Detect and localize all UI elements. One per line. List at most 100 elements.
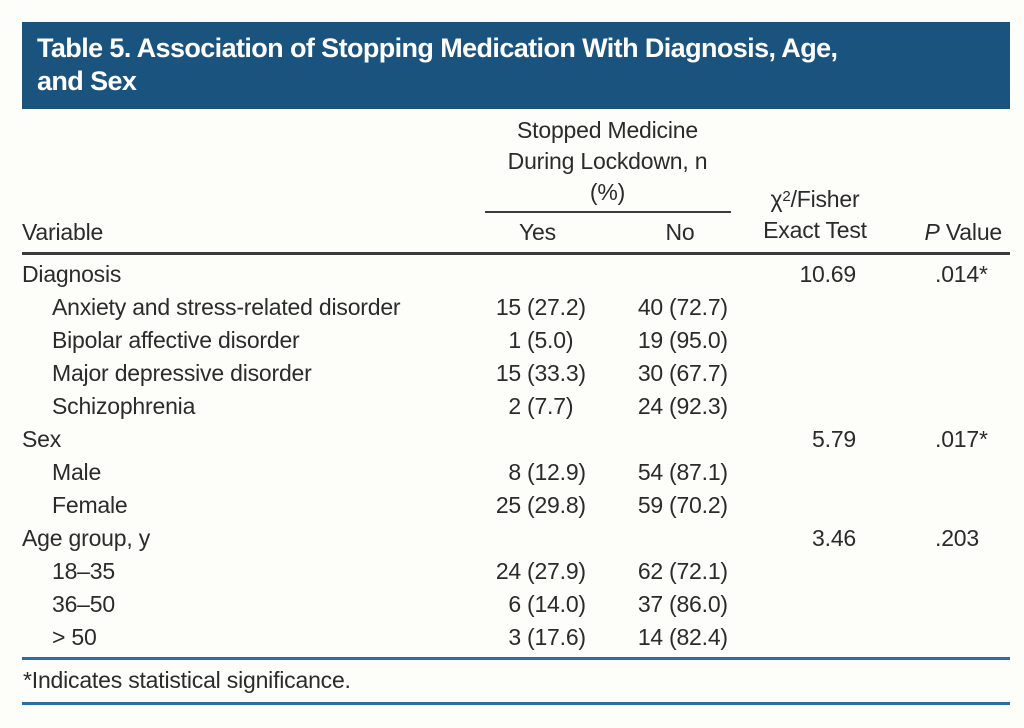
no-count xyxy=(610,522,663,555)
no-count: 62 xyxy=(637,558,663,584)
chi-symbol: χ xyxy=(770,186,783,212)
footnote: *Indicates statistical significance. xyxy=(22,657,1010,705)
cell-yes: 15 (27.2) xyxy=(465,291,610,324)
cell-variable: Schizophrenia xyxy=(52,393,196,419)
no-percent: (92.3) xyxy=(669,393,728,419)
no-percent: (67.7) xyxy=(669,360,728,386)
cell-variable: Bipolar affective disorder xyxy=(52,327,300,353)
cell-variable: Anxiety and stress-related disorder xyxy=(52,294,401,320)
cell-no: 14 (82.4) xyxy=(610,621,750,654)
table-row: Sex 5.79 .017* xyxy=(22,423,1010,456)
table-row: Diagnosis 10.69 .014* xyxy=(22,258,1010,291)
table-row: Major depressive disorder 15 (33.3) 30 (67.7… xyxy=(22,357,1010,390)
cell-chi-fisher-stat: 10.69 xyxy=(799,261,856,287)
table-row: Schizophrenia 2 (7.7) 24 (92.3) xyxy=(22,390,1010,423)
cell-yes: 25 (29.8) xyxy=(465,489,610,522)
yes-percent: (17.6) xyxy=(527,624,586,650)
chi-superscript: 2 xyxy=(782,188,791,205)
no-percent: (86.0) xyxy=(669,591,728,617)
no-count: 37 xyxy=(637,591,663,617)
table-title-line1: Table 5. Association of Stopping Medicat… xyxy=(37,33,838,63)
cell-no xyxy=(610,258,750,291)
cell-variable: Sex xyxy=(22,426,62,452)
cell-no: 40 (72.7) xyxy=(610,291,750,324)
cell-no: 24 (92.3) xyxy=(610,390,750,423)
header-no: No xyxy=(665,219,695,245)
header-chi-fisher-line1: χ2/Fisher xyxy=(750,184,880,215)
cell-yes: 6 (14.0) xyxy=(465,588,610,621)
no-count: 19 xyxy=(637,327,663,353)
yes-count xyxy=(465,423,521,456)
cell-variable: > 50 xyxy=(52,624,97,650)
yes-percent: (27.9) xyxy=(527,558,586,584)
cell-chi-fisher-stat xyxy=(750,456,880,489)
cell-yes: 24 (27.9) xyxy=(465,555,610,588)
yes-count: 3 xyxy=(508,624,521,650)
no-percent: (95.0) xyxy=(669,327,728,353)
cell-p-value xyxy=(880,555,1010,588)
cell-p-value xyxy=(880,489,1010,522)
header-span-group: Stopped Medicine During Lockdown, n (%) xyxy=(507,117,708,205)
cell-variable: 18–35 xyxy=(52,558,115,584)
cell-p-value xyxy=(880,357,1010,390)
yes-percent: (33.3) xyxy=(527,360,586,386)
table-row: Age group, y 3.46 .203 xyxy=(22,522,1010,555)
cell-no xyxy=(610,423,750,456)
cell-chi-fisher-stat xyxy=(750,555,880,588)
yes-percent: (29.8) xyxy=(527,492,586,518)
yes-count: 15 xyxy=(495,360,521,386)
cell-no xyxy=(610,522,750,555)
cell-p-value xyxy=(880,390,1010,423)
table-row: 36–50 6 (14.0) 37 (86.0) xyxy=(22,588,1010,621)
table-title-bar: Table 5. Association of Stopping Medicat… xyxy=(22,22,1010,109)
table-row: Bipolar affective disorder 1 (5.0) 19 (95.0) xyxy=(22,324,1010,357)
cell-yes xyxy=(465,423,610,456)
header-chi-fisher: χ2/Fisher Exact Test xyxy=(750,184,880,252)
table-title-line2: and Sex xyxy=(37,66,137,96)
no-count: 59 xyxy=(637,492,663,518)
cell-variable: Female xyxy=(52,492,128,518)
yes-percent: (27.2) xyxy=(527,294,586,320)
yes-count: 2 xyxy=(508,393,521,419)
stats-table: Variable Stopped Medicine During Lockdow… xyxy=(22,109,1010,654)
no-count: 30 xyxy=(637,360,663,386)
header-variable: Variable xyxy=(22,219,104,245)
cell-chi-fisher-stat xyxy=(750,621,880,654)
no-count xyxy=(610,258,663,291)
cell-chi-fisher-stat xyxy=(750,291,880,324)
yes-count: 25 xyxy=(495,492,521,518)
cell-p-value xyxy=(880,324,1010,357)
cell-p-value: .014* xyxy=(935,261,988,287)
cell-variable: Major depressive disorder xyxy=(52,360,312,386)
table-row: Male 8 (12.9) 54 (87.1) xyxy=(22,456,1010,489)
no-percent: (87.1) xyxy=(669,459,728,485)
yes-percent: (12.9) xyxy=(527,459,586,485)
no-count xyxy=(610,423,663,456)
no-count: 14 xyxy=(637,624,663,650)
yes-count: 24 xyxy=(495,558,521,584)
chi-fisher-rest: /Fisher xyxy=(790,186,860,212)
cell-no: 19 (95.0) xyxy=(610,324,750,357)
yes-count xyxy=(465,522,521,555)
cell-yes: 8 (12.9) xyxy=(465,456,610,489)
cell-chi-fisher-stat xyxy=(750,489,880,522)
table-row: > 50 3 (17.6) 14 (82.4) xyxy=(22,621,1010,654)
no-count: 40 xyxy=(637,294,663,320)
cell-chi-fisher-stat: 5.79 xyxy=(812,426,856,452)
cell-chi-fisher-stat xyxy=(750,588,880,621)
cell-no: 59 (70.2) xyxy=(610,489,750,522)
table-header-row: Variable Stopped Medicine During Lockdow… xyxy=(22,109,1010,255)
cell-variable: Diagnosis xyxy=(22,261,122,287)
yes-percent: (5.0) xyxy=(527,327,574,353)
cell-chi-fisher-stat xyxy=(750,390,880,423)
cell-variable: Age group, y xyxy=(22,525,151,551)
cell-yes xyxy=(465,522,610,555)
header-chi-fisher-line2: Exact Test xyxy=(763,217,867,243)
p-italic: P xyxy=(924,219,940,245)
cell-variable: 36–50 xyxy=(52,591,115,617)
cell-yes: 3 (17.6) xyxy=(465,621,610,654)
cell-chi-fisher-stat: 3.46 xyxy=(812,525,856,551)
yes-percent: (14.0) xyxy=(527,591,586,617)
no-count: 24 xyxy=(637,393,663,419)
table-row: Anxiety and stress-related disorder 15 (27… xyxy=(22,291,1010,324)
